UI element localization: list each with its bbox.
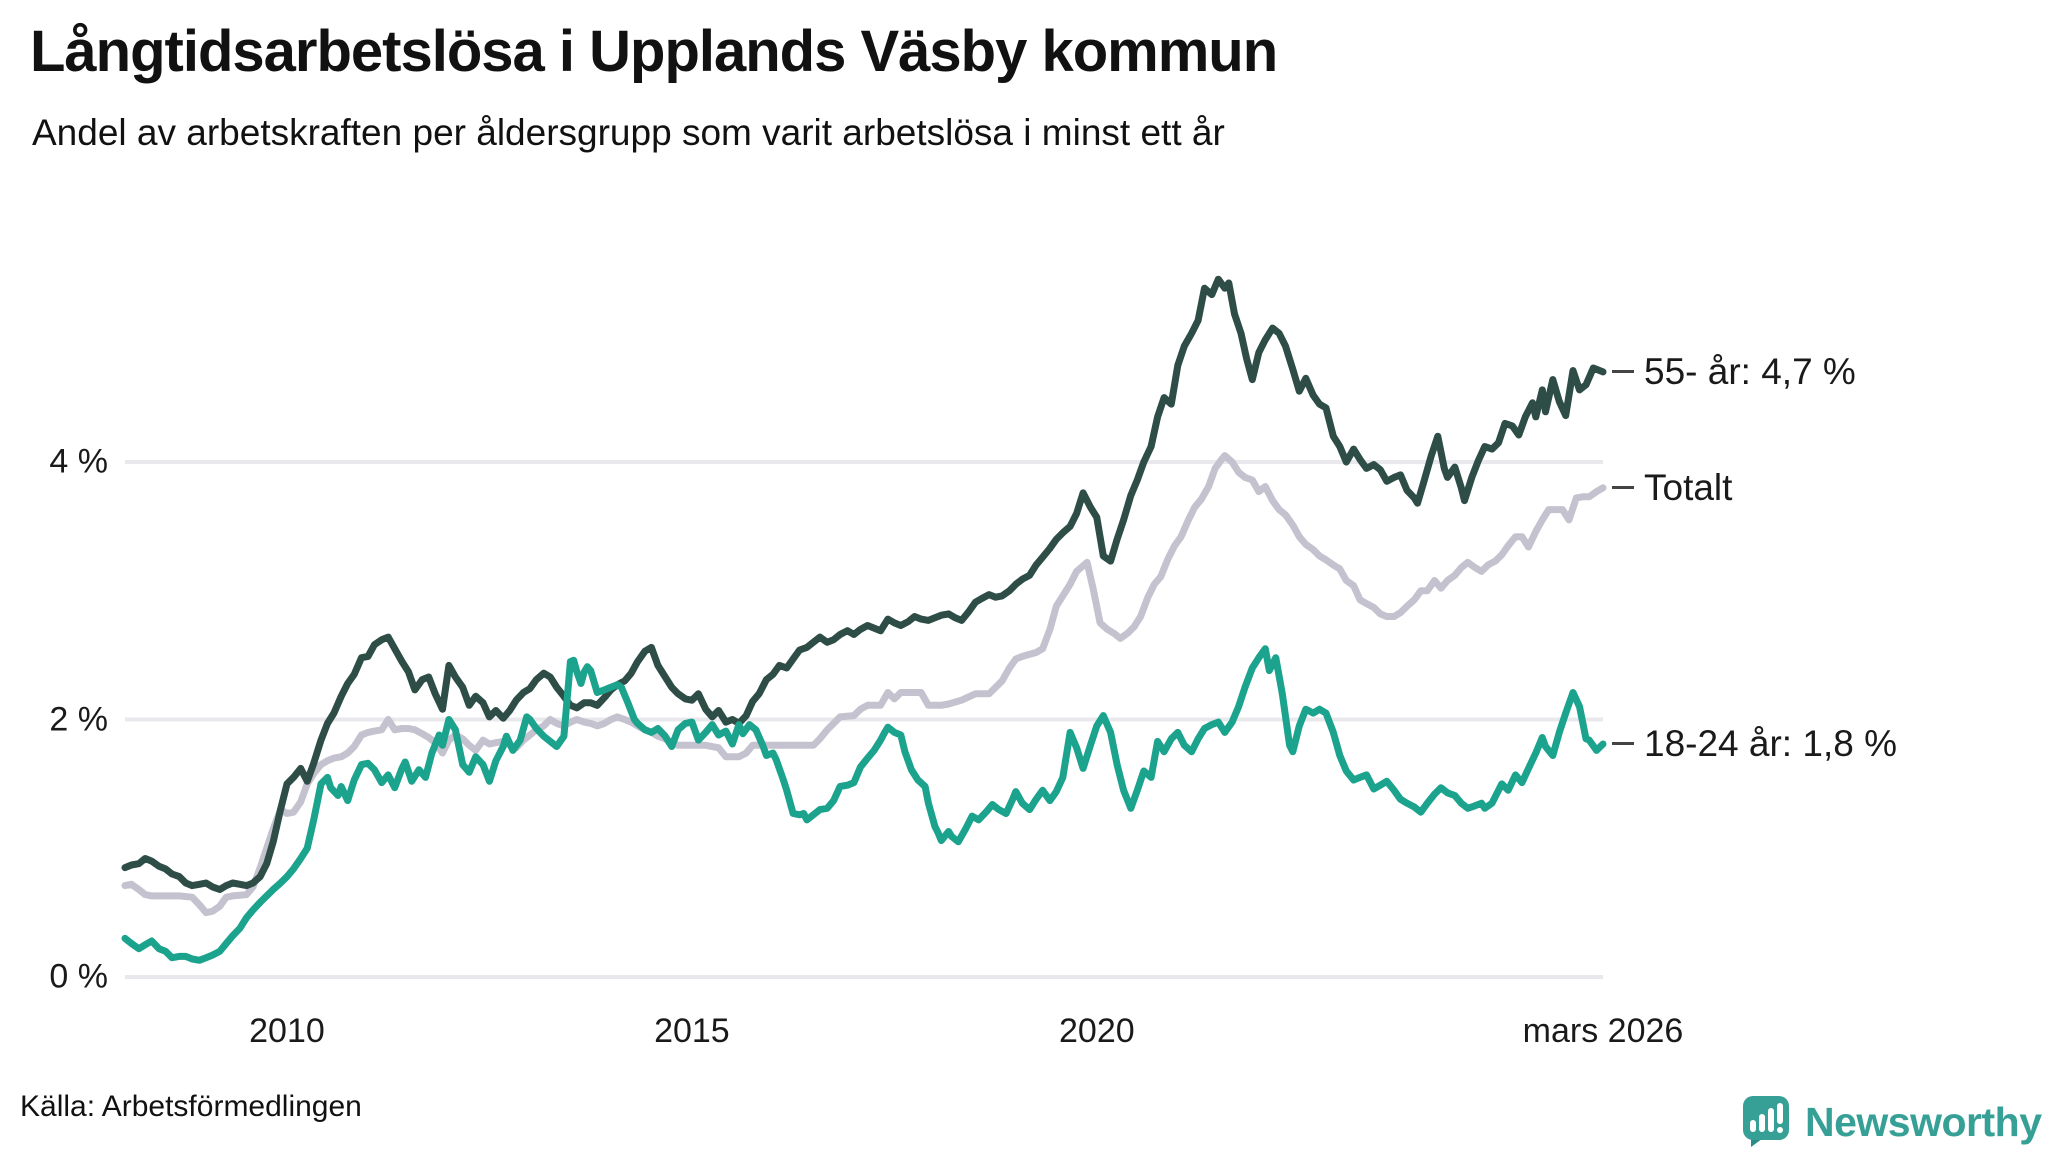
label-connector-dash xyxy=(1612,370,1634,374)
brand-logo: Newsworthy xyxy=(1742,1095,2042,1149)
y-axis-tick-4: 4 % xyxy=(49,442,108,481)
brand-wordmark: Newsworthy xyxy=(1805,1098,2042,1145)
source-note: Källa: Arbetsförmedlingen xyxy=(20,1090,362,1123)
newsworthy-icon xyxy=(1743,1096,1789,1147)
y-axis-tick-0: 0 % xyxy=(49,957,108,996)
series-line-18-24-r xyxy=(121,645,1607,964)
series-label-55-ar-text: 55- år: 4,7 % xyxy=(1644,350,1856,392)
x-axis-tick-2015: 2015 xyxy=(654,1012,730,1050)
page-subtitle: Andel av arbetskraften per åldersgrupp s… xyxy=(32,112,1225,153)
series-label-totalt: Totalt xyxy=(1612,467,1732,509)
series-line-55-r xyxy=(121,275,1607,893)
x-axis-tick-mars-2026: mars 2026 xyxy=(1522,1012,1684,1050)
series-label-totalt-text: Totalt xyxy=(1644,466,1733,508)
series-label-18-24-ar: 18-24 år: 1,8 % xyxy=(1612,723,1897,765)
gridlines xyxy=(125,460,1603,979)
page-title: Långtidsarbetslösa i Upplands Väsby komm… xyxy=(30,19,1278,84)
series-label-18-24-ar-text: 18-24 år: 1,8 % xyxy=(1644,722,1897,764)
series-lines xyxy=(121,275,1607,964)
x-axis-tick-2020: 2020 xyxy=(1059,1012,1135,1050)
series-label-55-ar: 55- år: 4,7 % xyxy=(1612,351,1856,393)
label-connector-dash xyxy=(1612,742,1634,746)
y-axis-tick-2: 2 % xyxy=(49,700,108,738)
x-axis-tick-2010: 2010 xyxy=(249,1012,325,1050)
label-connector-dash xyxy=(1612,486,1634,490)
series-line-totalt xyxy=(121,452,1607,917)
